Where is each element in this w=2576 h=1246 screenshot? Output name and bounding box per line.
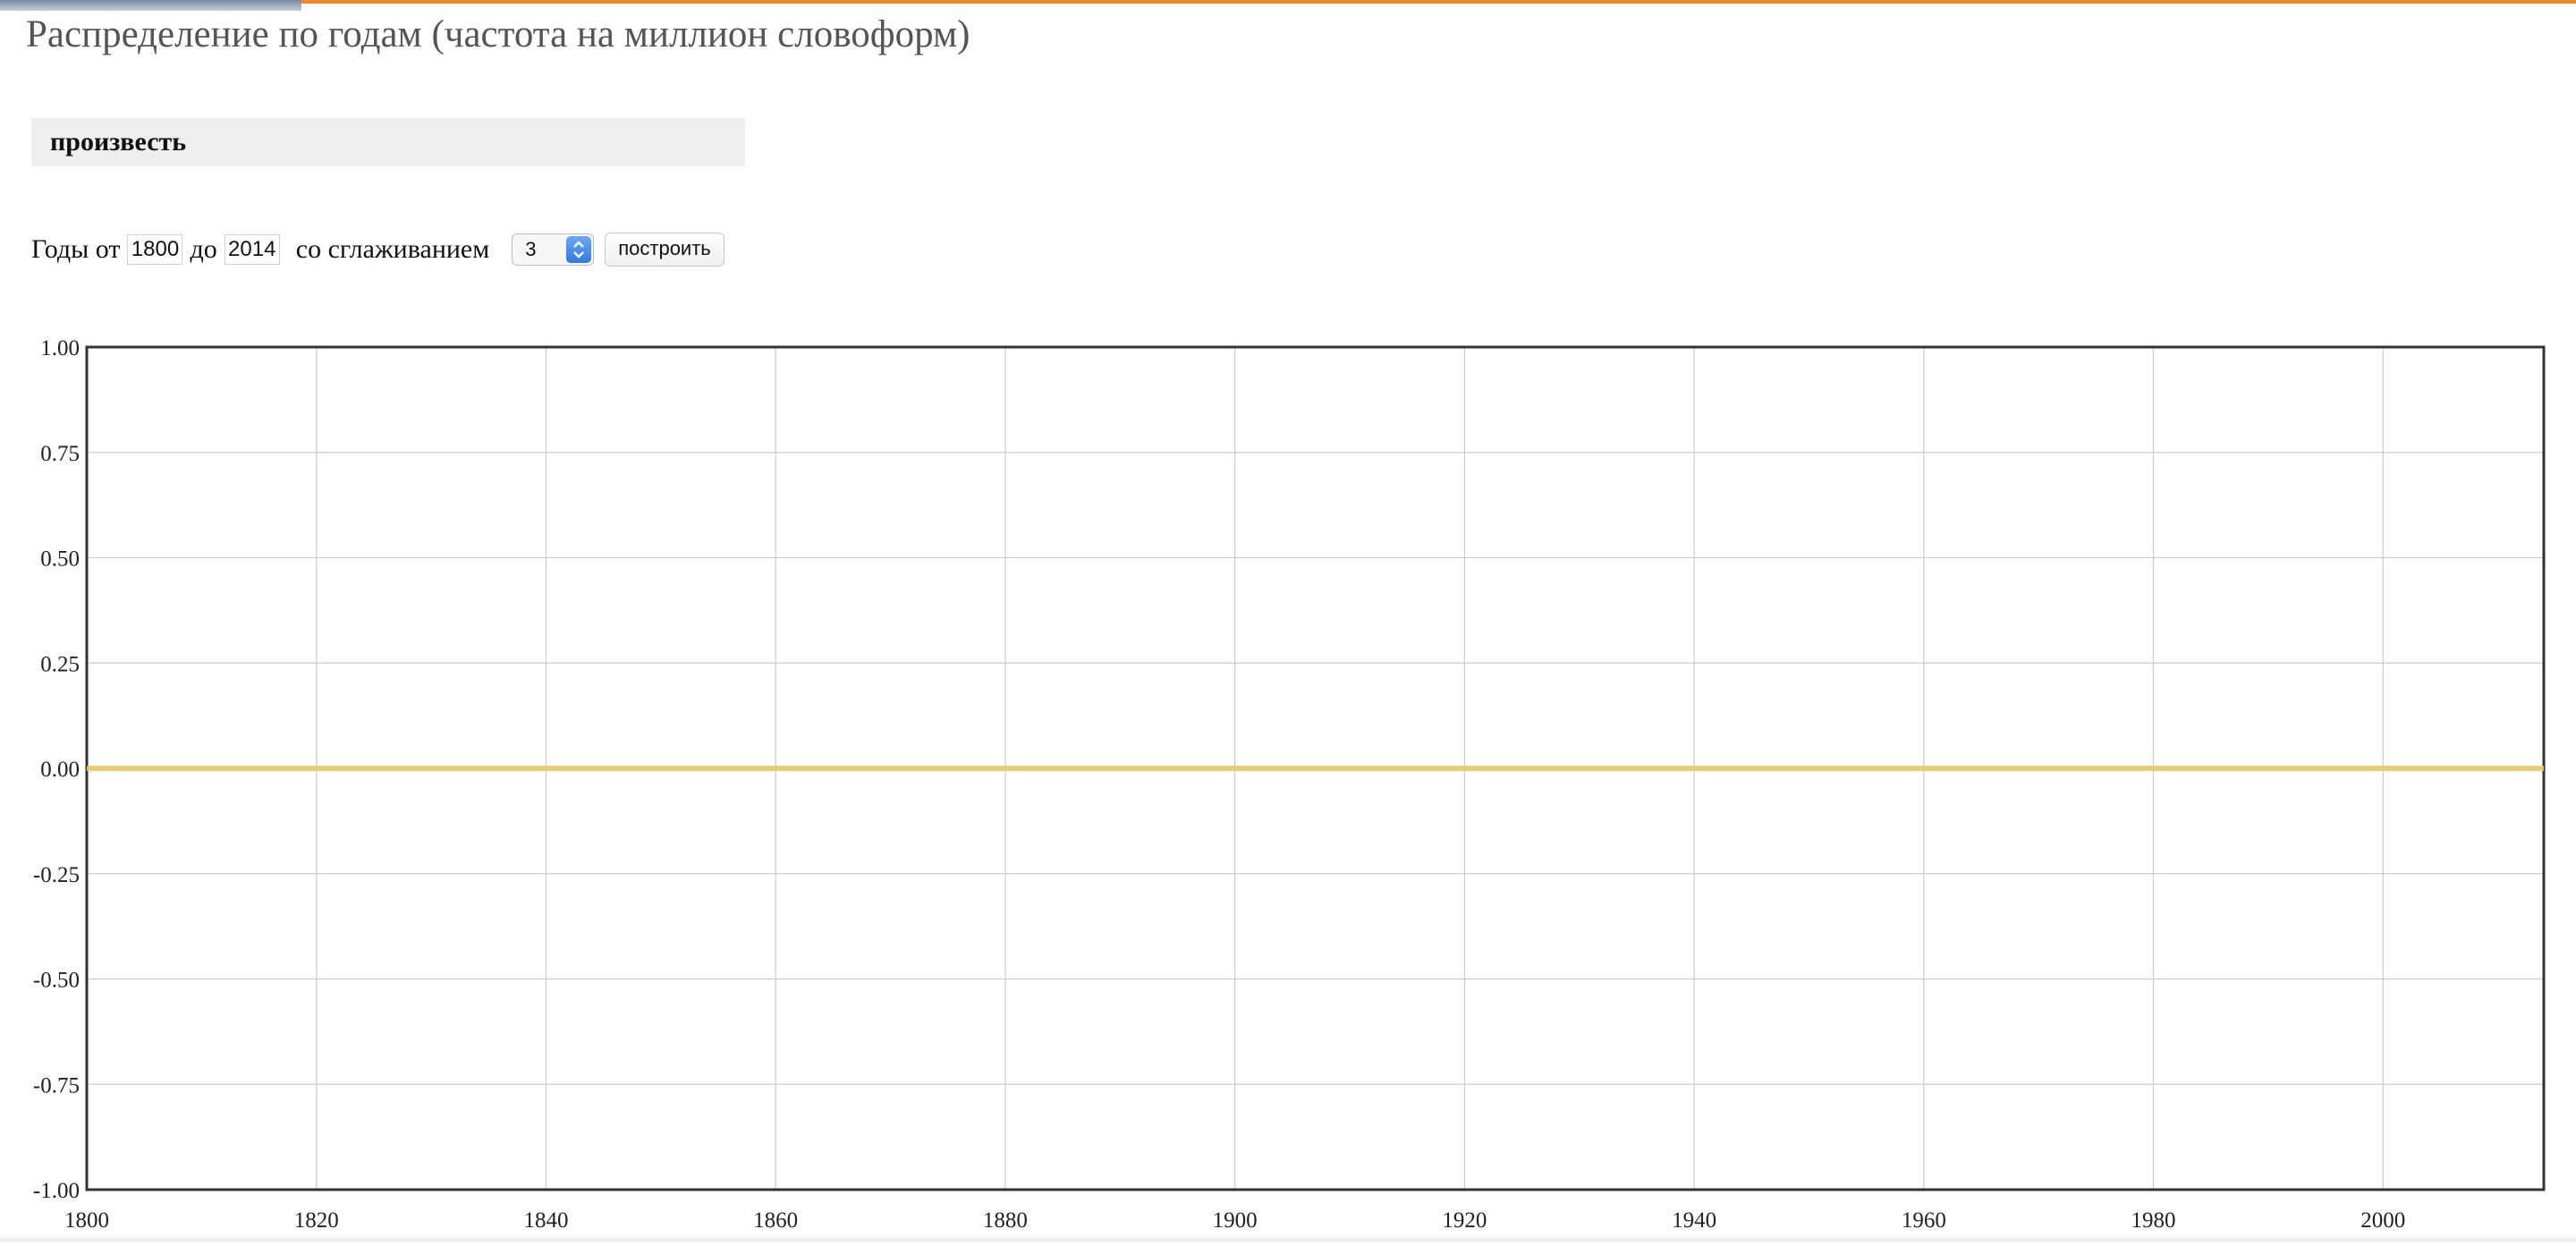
select-stepper-icon [566, 236, 592, 263]
header-tab-strip [0, 0, 301, 11]
x-tick-label: 1940 [1672, 1208, 1716, 1233]
x-tick-label: 1840 [523, 1208, 568, 1233]
x-tick-label: 1920 [1442, 1208, 1487, 1233]
bottom-shade [0, 1233, 2576, 1242]
smoothing-select[interactable]: 3 [512, 233, 595, 266]
smoothing-value: 3 [525, 238, 537, 260]
x-tick-label: 1900 [1213, 1208, 1258, 1233]
y-tick-label: -1.00 [33, 1179, 80, 1203]
x-tick-label: 1980 [2131, 1208, 2176, 1233]
query-word: произвесть [50, 127, 187, 157]
x-tick-label: 1880 [983, 1208, 1028, 1233]
x-tick-label: 2000 [2360, 1208, 2405, 1233]
y-tick-label: 1.00 [40, 336, 80, 360]
page-title: Распределение по годам (частота на милли… [26, 13, 970, 55]
years-from-label: Годы от [31, 234, 121, 264]
y-tick-label: -0.50 [33, 969, 80, 993]
years-to-label: до [190, 234, 217, 264]
year-from-input[interactable]: 1800 [127, 234, 183, 265]
year-to-input[interactable]: 2014 [224, 234, 280, 265]
y-tick-label: 0.00 [40, 758, 80, 782]
y-tick-label: 0.50 [40, 547, 80, 572]
x-tick-label: 1960 [1902, 1208, 1946, 1233]
frequency-chart: 1800 1820 1840 1860 1880 1900 1920 1940 1960 1980… [0, 322, 2576, 1242]
query-word-panel: произвесть [31, 118, 745, 166]
build-button[interactable]: построить [605, 233, 724, 267]
y-tick-label: -0.25 [33, 863, 80, 887]
x-tick-label: 1800 [64, 1208, 109, 1233]
x-tick-label: 1860 [753, 1208, 798, 1233]
x-tick-label: 1820 [294, 1208, 339, 1233]
chart-canvas: 1800 1820 1840 1860 1880 1900 1920 1940 1960 1980… [33, 336, 2546, 1233]
smoothing-label: со сглаживанием [295, 234, 490, 264]
y-tick-label: 0.75 [40, 442, 80, 466]
y-tick-label: -0.75 [33, 1073, 80, 1098]
accent-top-bar [0, 0, 2576, 4]
year-range-controls: Годы от 1800 до 2014 со сглаживанием 3 п… [31, 227, 724, 272]
y-tick-label: 0.25 [40, 652, 80, 676]
